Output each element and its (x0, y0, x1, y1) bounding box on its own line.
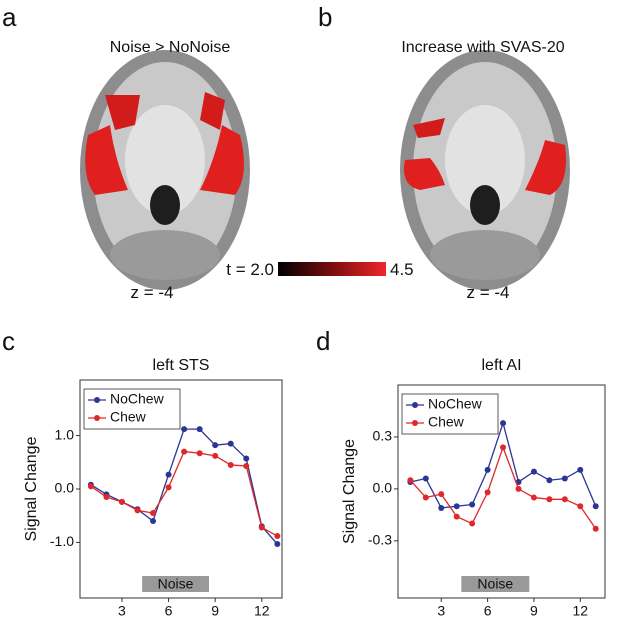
data-point (134, 507, 141, 514)
series-line (409, 445, 597, 530)
noise-bar (142, 576, 209, 592)
noise-label: Noise (477, 576, 513, 592)
legend-box (401, 393, 499, 435)
data-point (515, 485, 522, 492)
plot-frame (397, 384, 606, 599)
data-point (453, 513, 460, 520)
data-point (165, 471, 172, 478)
x-tick-label: 3 (437, 603, 445, 616)
y-axis-label: Signal Change (23, 436, 40, 541)
data-point (438, 491, 445, 498)
data-point (258, 524, 265, 531)
data-point (577, 503, 584, 510)
panel-title: Increase with SVAS-20 (401, 39, 564, 56)
y-tick-label: 0.3 (373, 428, 393, 444)
y-tick-label: 0.0 (373, 480, 393, 496)
data-point (87, 483, 94, 490)
y-tick-label: -0.3 (368, 532, 392, 548)
data-point (274, 541, 281, 548)
brain-image (400, 50, 570, 290)
data-point (500, 444, 507, 451)
panel-letter: a (2, 2, 17, 32)
y-axis-label: Signal Change (341, 439, 358, 544)
data-point (181, 426, 188, 433)
x-tick-label: 3 (118, 603, 126, 616)
data-point (181, 448, 188, 455)
data-point (274, 533, 281, 540)
data-point (592, 525, 599, 532)
y-tick-label: 0.0 (55, 480, 75, 496)
data-point (407, 477, 414, 484)
noise-bar (461, 576, 530, 592)
colorbar (278, 262, 386, 276)
data-point (438, 504, 445, 511)
data-point (150, 518, 157, 525)
legend-marker (94, 397, 100, 403)
data-point (196, 426, 203, 433)
data-point (592, 503, 599, 510)
data-point (546, 477, 553, 484)
x-tick-label: 12 (572, 603, 588, 616)
data-point (453, 503, 460, 510)
data-point (196, 450, 203, 457)
panel-letter: c (2, 326, 15, 356)
x-tick-label: 9 (530, 603, 538, 616)
data-point (484, 466, 491, 473)
legend-box (83, 388, 181, 430)
data-point (561, 496, 568, 503)
data-point (500, 420, 507, 427)
slice-label: z = -4 (131, 283, 174, 302)
data-point (227, 461, 234, 468)
panel-letter: d (316, 326, 330, 356)
chart-title: left STS (153, 357, 210, 374)
chart-title: left AI (481, 357, 521, 374)
data-point (422, 475, 429, 482)
y-tick-label: -1.0 (50, 533, 74, 549)
slice-label: z = -4 (467, 283, 510, 302)
data-point (530, 494, 537, 501)
legend-label: Chew (428, 414, 465, 430)
x-tick-label: 12 (254, 603, 270, 616)
data-point (422, 494, 429, 501)
data-point (484, 489, 491, 496)
data-point (561, 475, 568, 482)
x-tick-label: 6 (165, 603, 173, 616)
data-point (212, 452, 219, 459)
noise-label: Noise (158, 576, 194, 592)
data-point (546, 496, 553, 503)
data-point (118, 498, 125, 505)
data-point (165, 484, 172, 491)
data-point (577, 466, 584, 473)
colorbar-min-label: t = 2.0 (226, 260, 274, 279)
x-tick-label: 9 (211, 603, 219, 616)
y-tick-label: 1.0 (55, 426, 75, 442)
data-point (227, 440, 234, 447)
colorbar-max-label: 4.5 (390, 260, 414, 279)
data-point (243, 455, 250, 462)
data-point (103, 494, 110, 501)
series-line (90, 428, 278, 545)
legend-marker (412, 420, 418, 426)
legend-marker (412, 402, 418, 408)
data-point (243, 463, 250, 470)
data-point (150, 510, 157, 517)
series-line (90, 450, 278, 537)
data-point (469, 501, 476, 508)
data-point (530, 468, 537, 475)
panel-letter: b (318, 2, 332, 32)
data-point (469, 520, 476, 527)
data-point (212, 442, 219, 449)
legend-label: Chew (110, 409, 147, 425)
panel-title: Noise > NoNoise (110, 39, 231, 56)
legend-label: NoChew (110, 391, 165, 407)
x-tick-label: 6 (484, 603, 492, 616)
legend-label: NoChew (428, 396, 483, 412)
brain-image (80, 50, 250, 290)
legend-marker (94, 415, 100, 421)
